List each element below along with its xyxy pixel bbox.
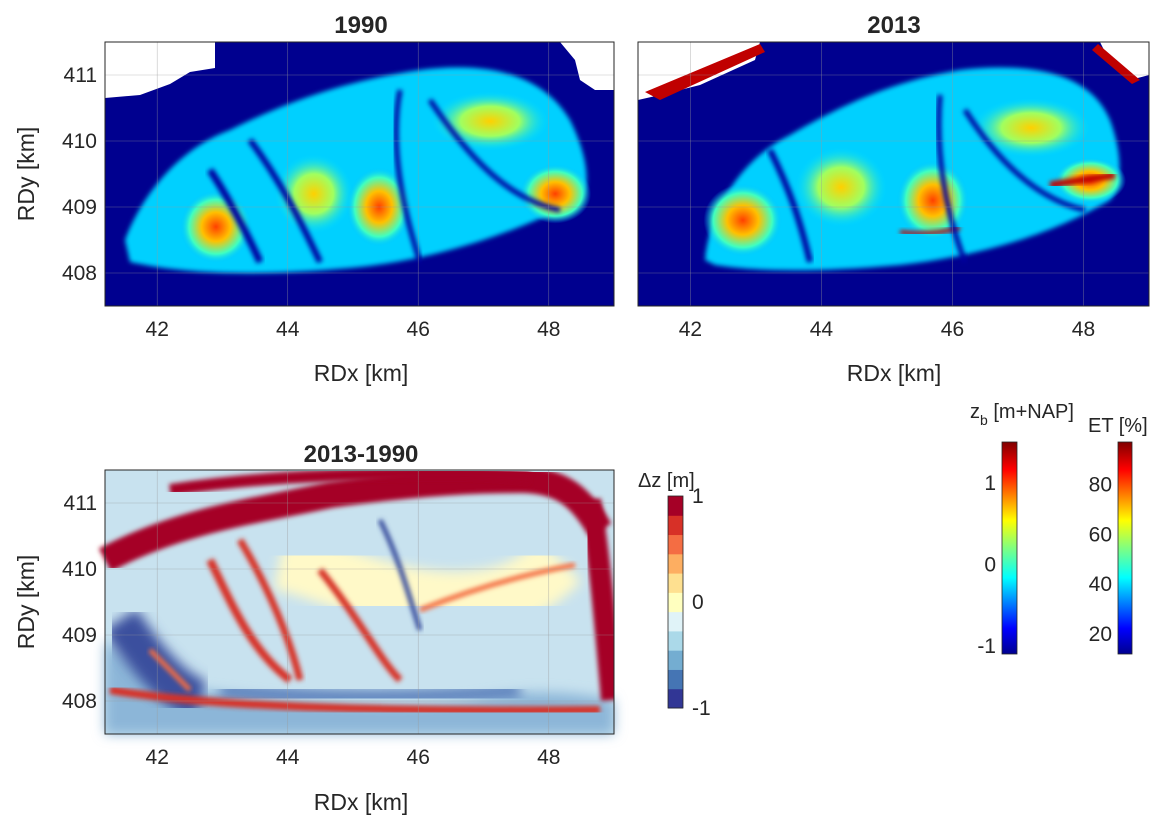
- colorbar-gradient: [1001, 441, 1018, 655]
- colorbar-level: [668, 573, 683, 593]
- x-tick-label: 44: [276, 746, 300, 769]
- y-tick-label: 410: [62, 130, 97, 153]
- colorbar-tick: 0: [692, 591, 704, 614]
- grid: [105, 42, 614, 306]
- colorbar-ticks: -1 0 1: [977, 472, 996, 658]
- x-tick-label: 48: [1072, 318, 1095, 341]
- hotspot: [795, 147, 887, 227]
- shoal-field: [125, 67, 592, 274]
- axes-box: [637, 41, 1150, 307]
- tick-labels: 42 44 46 48 408 409 410 411: [62, 492, 560, 769]
- panel-title: 2013-1990: [304, 441, 419, 468]
- hotspot: [519, 164, 592, 224]
- x-tick-label: 44: [810, 318, 834, 341]
- colorbar-ticks: 20 40 60 80: [1089, 473, 1112, 646]
- colorbar-level: [668, 553, 683, 574]
- structure: [1092, 44, 1140, 84]
- tick-labels: 42 44 46 48: [679, 318, 1095, 341]
- shoal-field: [703, 67, 1127, 271]
- axes-box: [104, 41, 615, 307]
- y-tick-label: 411: [64, 64, 97, 87]
- y-axis-label: RDy [km]: [13, 127, 39, 222]
- colorbar-level: [668, 650, 683, 670]
- colorbar-tick: 1: [692, 485, 704, 508]
- colorbar-tick: 0: [984, 553, 996, 576]
- colorbar-levels: [668, 496, 683, 709]
- x-tick-label: 42: [146, 746, 169, 769]
- axes-box: [104, 469, 615, 735]
- x-tick-label: 42: [146, 318, 169, 341]
- colorbar-level: [668, 669, 683, 690]
- x-axis-label: RDx [km]: [314, 360, 409, 386]
- y-axis-label: RDy [km]: [13, 555, 39, 650]
- x-tick-label: 44: [276, 318, 300, 341]
- nodata-region: [1100, 42, 1149, 80]
- nodata-region: [560, 42, 614, 90]
- colorbar-label: zb [m+NAP]: [970, 401, 1074, 428]
- grid: [638, 42, 1149, 306]
- colorbar-tick: 20: [1089, 623, 1112, 646]
- hotspot: [703, 183, 783, 257]
- difference-field: [98, 466, 623, 734]
- panel-title: 2013: [867, 12, 920, 39]
- colorbar-frame: [667, 495, 684, 709]
- colorbar-level: [668, 688, 683, 709]
- x-tick-label: 46: [941, 318, 964, 341]
- colorbar-tick: -1: [977, 635, 996, 658]
- x-axis-label: RDx [km]: [314, 789, 409, 815]
- colorbar-tick: 1: [984, 472, 996, 495]
- colorbar-level: [668, 515, 683, 536]
- colorbar-dz: Δz [m] -1 0 1: [638, 470, 711, 720]
- colorbar-tick: 60: [1089, 523, 1112, 546]
- colorbar-ticks: -1 0 1: [692, 485, 711, 720]
- colorbar-level: [668, 630, 683, 651]
- y-tick-label: 409: [62, 196, 97, 219]
- colorbar-et: ET [%] 20 40 60 80: [1088, 415, 1148, 655]
- grid: [105, 470, 614, 734]
- colorbar-tick: 40: [1089, 573, 1112, 596]
- hotspot: [431, 91, 549, 151]
- colorbar-level: [668, 496, 683, 516]
- colorbar-gradient: [1117, 441, 1133, 655]
- y-tick-label: 408: [62, 262, 97, 285]
- x-tick-label: 46: [407, 746, 430, 769]
- colorbar-label: ET [%]: [1088, 415, 1148, 437]
- x-tick-label: 48: [537, 746, 560, 769]
- colorbar-label: Δz [m]: [638, 470, 695, 492]
- hotspot: [972, 98, 1091, 158]
- y-tick-label: 410: [62, 558, 97, 581]
- colorbar-level: [668, 592, 683, 613]
- nodata-region: [105, 42, 215, 98]
- tick-labels: 42 44 46 48 408 409 410 411: [62, 64, 560, 341]
- y-tick-label: 408: [62, 690, 97, 713]
- y-tick-label: 409: [62, 624, 97, 647]
- panel-title: 1990: [334, 12, 387, 39]
- x-tick-label: 46: [407, 318, 430, 341]
- colorbar-tick: -1: [692, 697, 711, 720]
- x-tick-label: 42: [679, 318, 702, 341]
- structure: [645, 44, 765, 100]
- panel-2013: 2013 42 44 46 48 RDx [km]: [637, 12, 1150, 386]
- y-tick-label: 411: [64, 492, 97, 515]
- colorbar-level: [668, 534, 683, 555]
- colorbar-tick: 80: [1089, 473, 1112, 496]
- x-axis-label: RDx [km]: [847, 360, 942, 386]
- colorbar-zb: zb [m+NAP] -1 0 1: [970, 401, 1074, 658]
- colorbar-level: [668, 611, 683, 632]
- panel-1990: 1990 42 44 46 48 408 409 410 411 RDx [km] RDy […: [13, 12, 615, 386]
- x-tick-label: 48: [537, 318, 560, 341]
